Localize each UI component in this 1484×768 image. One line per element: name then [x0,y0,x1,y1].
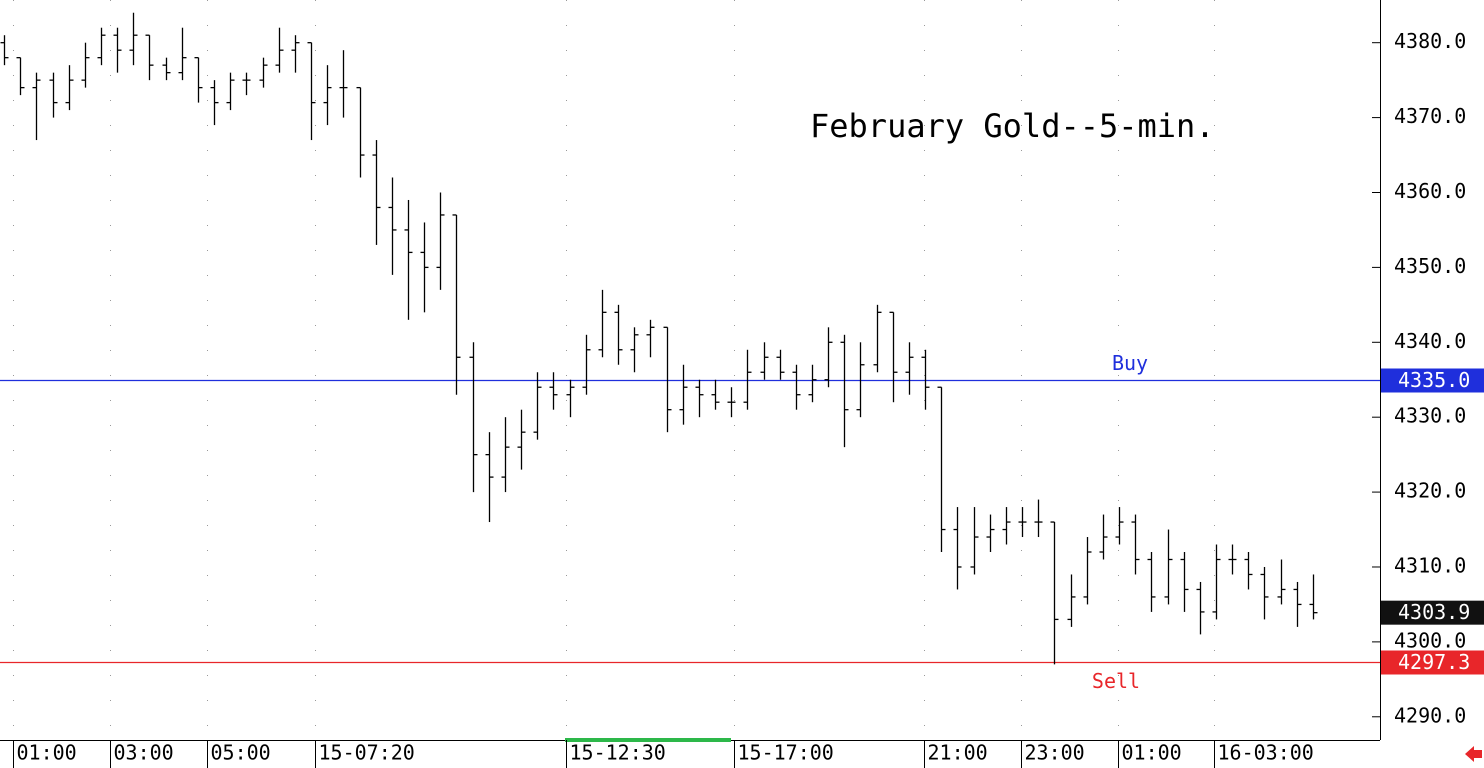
y-tick-label: 4320.0 [1394,479,1466,503]
x-tick-label: 15-12:30 [570,741,666,765]
y-tick-label: 4330.0 [1394,404,1466,428]
level-box [1381,368,1484,393]
level-box [1381,650,1484,675]
y-tick-label: 4290.0 [1394,703,1466,727]
x-tick-label: 16-03:00 [1218,741,1314,765]
level-label: 4297.3 [1398,650,1470,674]
y-tick-label: 4380.0 [1394,29,1466,53]
x-tick-label: 01:00 [1122,741,1182,765]
y-tick-label: 4370.0 [1394,104,1466,128]
level-label: 4335.0 [1398,368,1470,392]
session-highlight [565,738,731,742]
x-tick-label: 05:00 [211,741,271,765]
last-price-label: 4303.9 [1398,600,1470,624]
x-tick-label: 03:00 [114,741,174,765]
level-name: Buy [1112,351,1148,375]
x-tick-label: 23:00 [1025,741,1085,765]
last-price-box [1381,600,1484,625]
x-tick-label: 21:00 [928,741,988,765]
level-name: Sell [1092,669,1140,693]
scroll-arrow[interactable] [1465,746,1482,762]
y-tick-label: 4300.0 [1394,628,1466,652]
y-tick-label: 4340.0 [1394,329,1466,353]
x-tick-label: 15-17:00 [738,741,834,765]
chart-title: February Gold--5-min. [810,107,1215,145]
y-tick-label: 4360.0 [1394,179,1466,203]
x-tick-label: 15-07:20 [319,741,415,765]
x-tick-label: 01:00 [17,741,77,765]
y-tick-label: 4310.0 [1394,553,1466,577]
y-tick-label: 4350.0 [1394,254,1466,278]
